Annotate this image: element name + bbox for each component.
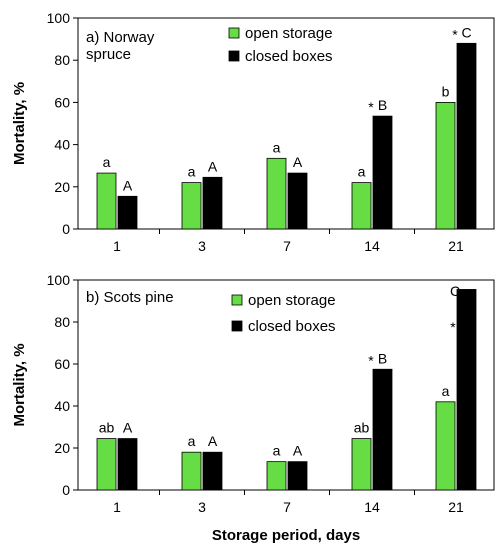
bar-open-storage [181, 451, 202, 491]
bar-open-storage [435, 401, 456, 491]
bar-open-storage [351, 182, 372, 230]
y-tick-label: 20 [54, 440, 70, 456]
y-axis-title: Mortality, % [11, 82, 28, 165]
y-tick-label: 20 [54, 179, 70, 195]
x-tick-label: 7 [283, 238, 291, 254]
bar-letter-label: A [208, 433, 218, 449]
bar-letter-label: a [273, 443, 281, 459]
bar-letter-label: A [123, 177, 133, 193]
bar-letter-label: A [293, 154, 303, 170]
bar-closed-boxes [117, 195, 138, 230]
y-tick-label: 40 [54, 398, 70, 414]
legend-entry: open storage [248, 292, 336, 309]
bar-letter-label: a [273, 139, 281, 155]
y-axis-title: Mortality, % [11, 343, 28, 426]
bar-open-storage [351, 438, 372, 491]
legend-swatch [228, 50, 240, 62]
panel-title: b) Scots pine [86, 289, 174, 306]
bar-letter-label: C [461, 24, 471, 40]
x-tick-label: 21 [448, 238, 464, 254]
bar-open-storage [266, 157, 287, 230]
significance-star: * [368, 99, 374, 115]
y-tick-label: 0 [62, 221, 70, 237]
bar-letter-label: b [442, 83, 450, 99]
significance-star: * [452, 26, 458, 42]
x-tick-label: 1 [113, 238, 121, 254]
bar-letter-label: a [188, 164, 196, 180]
bar-letter-label: a [103, 154, 111, 170]
bar-closed-boxes [287, 461, 308, 491]
bar-closed-boxes [456, 42, 477, 230]
bar-open-storage [96, 172, 117, 230]
y-tick-label: 80 [54, 52, 70, 68]
bar-closed-boxes [372, 368, 393, 491]
bar-letter-label: B [378, 97, 387, 113]
bar-letter-label: a [358, 164, 366, 180]
plot-frame [77, 279, 495, 491]
x-tick-label: 7 [283, 499, 291, 515]
legend-entry: closed boxes [245, 48, 333, 65]
x-tick-label: 14 [364, 499, 380, 515]
y-tick-label: 60 [54, 356, 70, 372]
x-axis-title: Storage period, days [212, 527, 360, 544]
bar-closed-boxes [372, 115, 393, 230]
y-tick-label: 40 [54, 137, 70, 153]
y-tick-label: 100 [47, 10, 71, 26]
x-tick-label: 3 [198, 238, 206, 254]
significance-star: * [450, 319, 456, 335]
y-tick-label: 100 [47, 272, 71, 288]
bar-closed-boxes [117, 438, 138, 491]
bar-open-storage [435, 102, 456, 230]
bar-letter-label: a [442, 383, 450, 399]
legend-swatch [231, 320, 243, 332]
bar-letter-label: A [293, 443, 303, 459]
bar-letter-label: C [450, 283, 460, 299]
legend-entry: closed boxes [248, 318, 336, 335]
panel-title: a) Norway [86, 29, 155, 46]
bar-letter-label: A [123, 420, 133, 436]
x-tick-label: 14 [364, 238, 380, 254]
bar-letter-label: B [378, 350, 387, 366]
bar-closed-boxes [456, 289, 477, 491]
bar-letter-label: a [188, 433, 196, 449]
significance-star: * [368, 352, 374, 368]
bar-letter-label: A [208, 158, 218, 174]
x-tick-label: 1 [113, 499, 121, 515]
bar-closed-boxes [202, 176, 223, 230]
legend-entry: open storage [245, 25, 333, 42]
bar-closed-boxes [202, 451, 223, 491]
legend-swatch [228, 27, 240, 39]
bar-letter-label: ab [354, 420, 370, 436]
y-tick-label: 60 [54, 94, 70, 110]
legend-swatch [231, 294, 243, 306]
x-tick-label: 21 [448, 499, 464, 515]
panel-title: spruce [86, 46, 131, 63]
bar-open-storage [266, 461, 287, 491]
y-tick-label: 80 [54, 314, 70, 330]
x-tick-label: 3 [198, 499, 206, 515]
bar-open-storage [96, 438, 117, 491]
bar-letter-label: ab [99, 420, 115, 436]
y-tick-label: 0 [62, 482, 70, 498]
bar-open-storage [181, 182, 202, 230]
bar-closed-boxes [287, 172, 308, 230]
